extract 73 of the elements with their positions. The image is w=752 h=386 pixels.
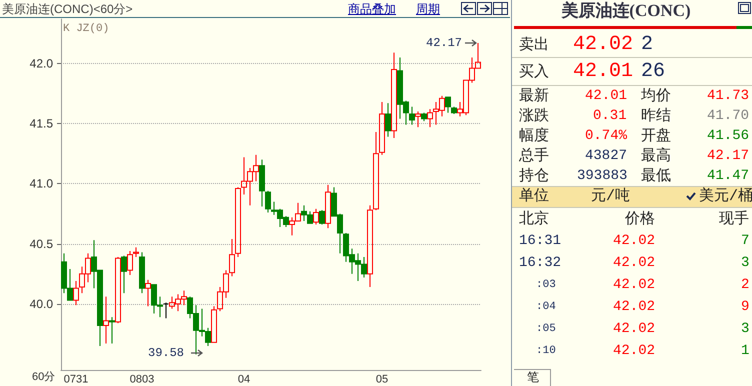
text: 昨结 bbox=[641, 108, 671, 124]
x-tick-label: 05 bbox=[376, 374, 388, 386]
text: 7 bbox=[741, 233, 750, 249]
text: 最高 bbox=[641, 148, 671, 164]
text: 42.02 bbox=[613, 343, 656, 359]
text: 美元/桶 bbox=[699, 188, 752, 204]
text: 笔 bbox=[527, 371, 539, 385]
annotation: 39.58 bbox=[148, 346, 184, 360]
text: 393883 bbox=[577, 168, 628, 184]
text: 41.47 bbox=[707, 168, 750, 184]
text: 持仓 bbox=[519, 168, 549, 184]
y-tick-label: 42.0 bbox=[30, 56, 54, 70]
y-tick-label: 41.0 bbox=[30, 176, 54, 191]
text: 42.02 bbox=[613, 321, 656, 337]
text: 26 bbox=[641, 60, 666, 83]
text: 42.02 bbox=[613, 255, 656, 271]
text: 2 bbox=[741, 277, 750, 293]
text: :03 bbox=[536, 278, 556, 290]
x-tick-label: 0803 bbox=[130, 374, 154, 386]
x-axis-title: 60分 bbox=[32, 371, 56, 383]
text: 41.56 bbox=[707, 128, 750, 144]
text: 43827 bbox=[585, 148, 628, 164]
candlestick bbox=[391, 52, 397, 139]
text: 买入 bbox=[519, 64, 549, 80]
annotation: 42.17 bbox=[426, 36, 462, 50]
text: 卖出 bbox=[519, 36, 549, 54]
text: 3 bbox=[741, 255, 750, 271]
text: 42.17 bbox=[707, 148, 750, 164]
text: 现手 bbox=[719, 210, 749, 228]
candlestick bbox=[259, 159, 265, 208]
chart-title: 美原油连(CONC)<60分> bbox=[2, 2, 133, 16]
y-tick-label: 40.5 bbox=[30, 236, 54, 251]
text: 北京 bbox=[519, 210, 549, 228]
text: :10 bbox=[536, 344, 556, 356]
text: 最低 bbox=[641, 168, 671, 184]
text: 价格 bbox=[625, 210, 655, 228]
text: 总手 bbox=[519, 148, 549, 164]
annotation: K JZ(0) bbox=[63, 23, 110, 35]
text: 42.02 bbox=[613, 277, 656, 293]
text: 单位 bbox=[519, 188, 549, 204]
text: 3 bbox=[741, 321, 750, 337]
text: 16:32 bbox=[519, 255, 562, 271]
text: :05 bbox=[536, 322, 556, 334]
text: 2 bbox=[641, 33, 654, 56]
text: 16:31 bbox=[519, 233, 562, 249]
text: 元/吨 bbox=[591, 188, 630, 204]
text: 商品叠加 bbox=[348, 2, 396, 16]
candlestick bbox=[409, 106, 415, 126]
candlestick bbox=[103, 296, 109, 344]
x-tick-label: 04 bbox=[238, 374, 250, 386]
text: 42.02 bbox=[573, 33, 634, 56]
text: 41.70 bbox=[707, 108, 750, 124]
text: 1 bbox=[741, 343, 750, 359]
text: 均价 bbox=[641, 88, 671, 104]
text: 42.01 bbox=[573, 60, 634, 83]
x-tick-label: 0731 bbox=[64, 374, 88, 386]
text: 0.74% bbox=[585, 128, 628, 144]
text: 开盘 bbox=[641, 128, 671, 144]
text: 最新 bbox=[519, 88, 549, 104]
text: 美原油连(CONC) bbox=[560, 1, 692, 20]
text: 41.73 bbox=[707, 88, 750, 104]
text: :04 bbox=[536, 300, 556, 312]
text: 涨跌 bbox=[519, 108, 549, 124]
candlestick bbox=[385, 102, 391, 138]
text: 42.02 bbox=[613, 299, 656, 315]
text: 0.31 bbox=[593, 108, 627, 124]
text: 周期 bbox=[416, 2, 440, 16]
text: 幅度 bbox=[519, 128, 549, 144]
text: 9 bbox=[741, 299, 750, 315]
y-tick-label: 40.0 bbox=[30, 296, 54, 311]
text: 42.02 bbox=[613, 233, 656, 249]
text: 42.01 bbox=[585, 88, 628, 104]
y-tick-label: 41.5 bbox=[30, 116, 54, 131]
